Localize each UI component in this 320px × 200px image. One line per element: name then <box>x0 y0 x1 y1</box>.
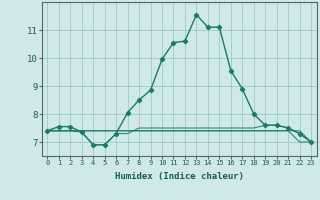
X-axis label: Humidex (Indice chaleur): Humidex (Indice chaleur) <box>115 172 244 181</box>
